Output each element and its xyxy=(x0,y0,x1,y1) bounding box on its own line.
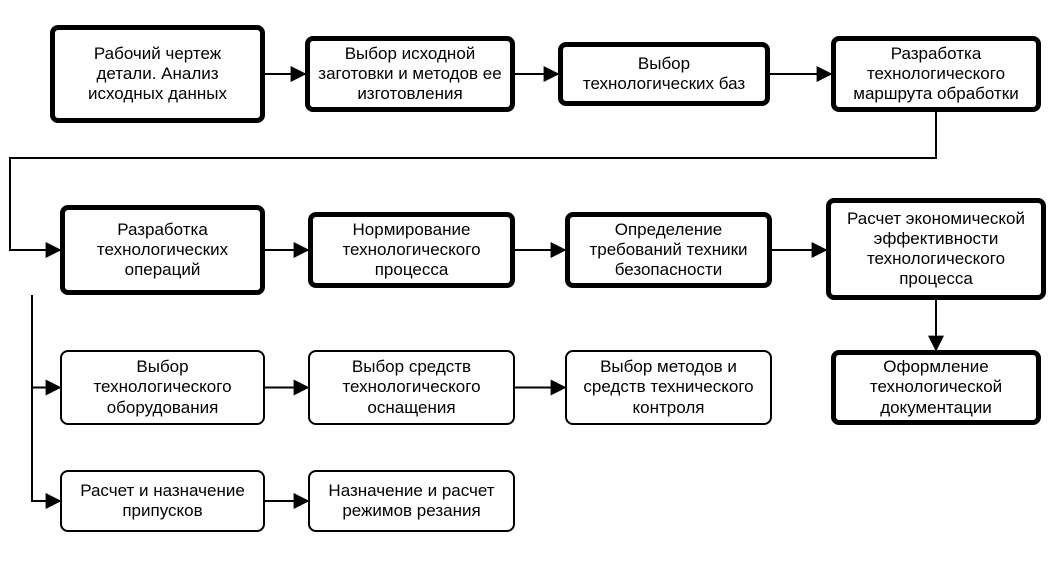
flow-node: Нормирование технологического процесса xyxy=(308,212,515,288)
flow-node: Расчет и назначение припусков xyxy=(60,470,265,532)
flowchart-stage: Рабочий чертеж детали. Анализ исходных д… xyxy=(0,0,1063,572)
flow-node: Выбор методов и средств технического кон… xyxy=(565,350,772,425)
flow-node: Разработка технологического маршрута обр… xyxy=(831,36,1041,112)
flow-node: Рабочий чертеж детали. Анализ исходных д… xyxy=(50,25,265,123)
flow-node: Выбор исходной заготовки и методов ее из… xyxy=(305,36,515,112)
flow-node: Разработка технологических операций xyxy=(60,205,265,295)
flow-node: Оформление технологической документации xyxy=(831,350,1041,425)
flow-node: Выбор технологических баз xyxy=(558,42,770,106)
flow-node: Расчет экономической эффективности техно… xyxy=(826,198,1046,300)
flow-node: Выбор технологического оборудования xyxy=(60,350,265,425)
flow-node: Определение требований техники безопасно… xyxy=(565,212,772,288)
flow-node: Выбор средств технологического оснащения xyxy=(308,350,515,425)
flow-edge xyxy=(32,295,60,388)
flow-edge xyxy=(32,295,60,502)
flow-node: Назначение и расчет режимов резания xyxy=(308,470,515,532)
